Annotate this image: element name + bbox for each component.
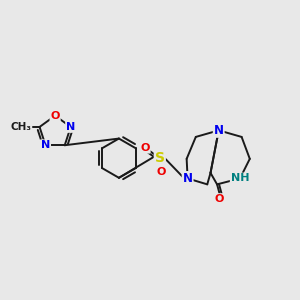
Text: O: O (50, 111, 60, 121)
Text: N: N (41, 140, 50, 150)
Text: O: O (140, 143, 150, 153)
Text: N: N (183, 172, 193, 185)
Text: N: N (214, 124, 224, 137)
Text: S: S (155, 151, 165, 165)
Text: CH₃: CH₃ (11, 122, 32, 132)
Text: N: N (66, 122, 75, 132)
Text: O: O (215, 194, 224, 204)
Text: NH: NH (231, 173, 249, 184)
Text: O: O (157, 167, 166, 177)
